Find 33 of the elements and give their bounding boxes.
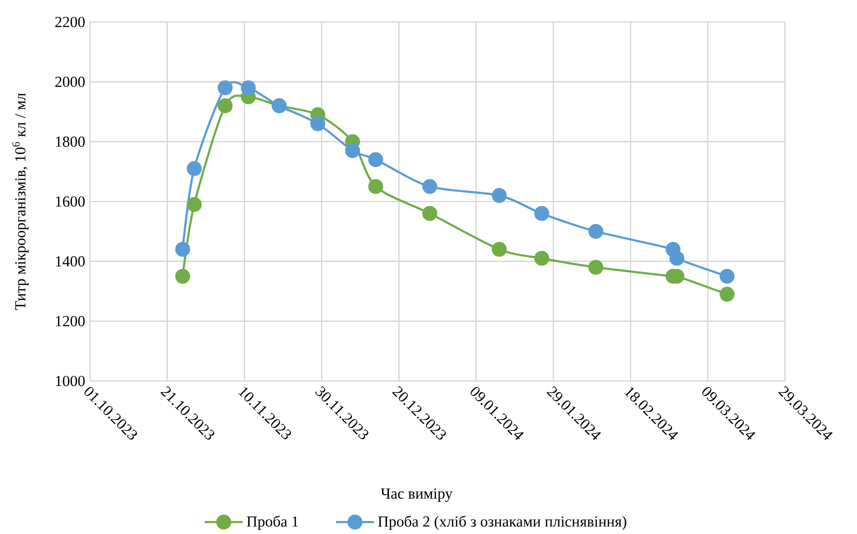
y-tick-label: 1000 <box>56 376 85 386</box>
point <box>534 250 550 266</box>
point <box>240 80 256 96</box>
point <box>175 242 190 257</box>
point <box>422 179 438 194</box>
y-tick-label: 1400 <box>56 256 85 266</box>
y-axis-title: Титр мікроорганізмів, 10$^{6}$ кл / мл <box>12 93 29 310</box>
point <box>175 268 190 284</box>
legend-label: Проба 2 (хліб з ознаками пліснявіння) <box>378 516 626 530</box>
point <box>218 80 233 96</box>
point <box>492 242 507 257</box>
y-tick-label: 2000 <box>55 76 85 87</box>
point <box>588 224 604 239</box>
point <box>492 188 507 203</box>
y-tick-label: 1800 <box>56 136 85 147</box>
x-axis-title: Час виміру <box>380 488 453 502</box>
y-tick-label: 1200 <box>56 316 85 326</box>
point <box>588 260 604 275</box>
point <box>534 206 550 221</box>
point <box>368 179 384 194</box>
legend-label: Проба 1 <box>246 516 298 530</box>
y-tick-label: 1600 <box>56 196 85 207</box>
point <box>218 98 233 114</box>
point <box>310 116 326 132</box>
y-tick-label: 2200 <box>55 16 85 28</box>
point <box>669 250 684 266</box>
point <box>345 143 360 158</box>
point <box>368 152 384 168</box>
point <box>720 268 735 284</box>
point <box>422 206 438 221</box>
point <box>186 161 202 176</box>
point <box>186 197 202 212</box>
point <box>720 286 735 302</box>
